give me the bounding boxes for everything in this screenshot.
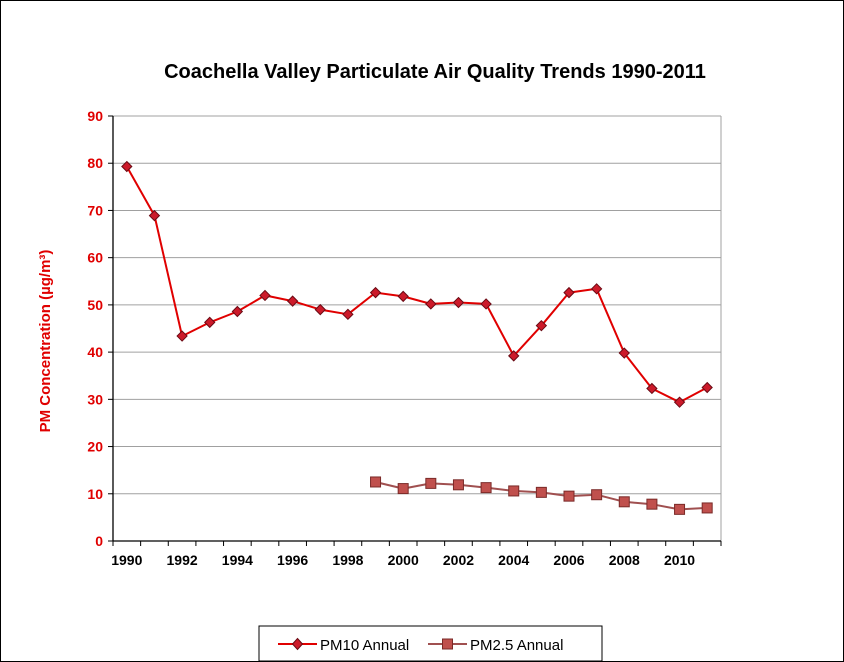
- data-point-pm10: [508, 350, 520, 362]
- y-axis-label: PM Concentration (µg/m³): [37, 250, 54, 433]
- plot-area: [113, 116, 721, 541]
- legend-pm25-marker: [442, 638, 453, 650]
- y-tick-label: 10: [87, 486, 103, 502]
- y-tick-label: 90: [87, 108, 103, 124]
- data-point-pm10: [314, 303, 326, 316]
- chart-title: Coachella Valley Particulate Air Quality…: [164, 61, 706, 83]
- data-point-pm10: [452, 296, 465, 309]
- data-point-pm10: [673, 396, 686, 408]
- data-point-pm10: [646, 382, 658, 395]
- gridlines: [113, 115, 722, 541]
- data-point-pm10: [148, 209, 161, 222]
- y-tick-label: 70: [87, 202, 103, 218]
- data-point-pm25: [397, 483, 409, 495]
- legend-pm10-label: PM10 Annual: [320, 637, 409, 654]
- x-tick-label: 1992: [167, 552, 198, 568]
- legend: PM10 Annual PM2.5 Annual: [258, 625, 603, 662]
- legend-pm25-label: PM2.5 Annual: [470, 637, 563, 654]
- data-point-pm10: [204, 316, 216, 329]
- series-pm10: [121, 160, 713, 408]
- data-point-pm10: [342, 308, 354, 321]
- series-layer: [121, 160, 713, 515]
- data-point-pm25: [508, 485, 520, 497]
- x-tick-label: 1990: [111, 552, 142, 568]
- axes: [112, 116, 721, 542]
- data-point-pm10: [563, 286, 575, 299]
- data-point-pm10: [121, 160, 133, 173]
- y-tick-label: 30: [87, 391, 103, 407]
- x-tick-label: 1996: [277, 552, 308, 568]
- data-point-pm25: [674, 503, 686, 515]
- data-point-pm25: [563, 490, 575, 502]
- data-point-pm25: [618, 496, 630, 508]
- x-tick-label: 2008: [609, 552, 640, 568]
- data-point-pm10: [535, 319, 548, 332]
- data-point-pm10: [369, 286, 382, 299]
- data-point-pm10: [590, 283, 603, 295]
- x-tick-label: 1998: [332, 552, 363, 568]
- data-point-pm10: [231, 305, 244, 318]
- y-tick-label: 80: [87, 155, 103, 171]
- data-point-pm25: [701, 502, 713, 514]
- data-point-pm10: [397, 290, 409, 303]
- data-point-pm10: [701, 381, 713, 394]
- series-pm25: [370, 476, 713, 515]
- data-point-pm10: [480, 298, 492, 310]
- y-axis-ticks: 0 10 20 30 40 50 60 70 80 90: [87, 108, 113, 549]
- data-point-pm10: [176, 330, 188, 342]
- y-tick-label: 60: [87, 250, 103, 266]
- y-tick-label: 0: [95, 533, 103, 549]
- data-point-pm25: [425, 477, 437, 489]
- data-point-pm25: [646, 498, 658, 510]
- data-point-pm10: [286, 295, 299, 307]
- data-point-pm10: [259, 289, 271, 302]
- legend-pm10-marker: [291, 637, 304, 651]
- data-point-pm10: [425, 298, 437, 310]
- x-tick-label: 2000: [388, 552, 419, 568]
- data-point-pm25: [452, 479, 464, 491]
- data-point-pm25: [480, 482, 492, 494]
- y-tick-label: 20: [87, 439, 103, 455]
- x-tick-label: 1994: [222, 552, 253, 568]
- data-point-pm25: [591, 489, 603, 501]
- data-point-pm25: [370, 476, 382, 488]
- x-tick-label: 2002: [443, 552, 474, 568]
- x-tick-label: 2006: [553, 552, 584, 568]
- x-tick-label: 2010: [664, 552, 695, 568]
- data-point-pm25: [535, 486, 547, 498]
- data-point-pm10: [618, 347, 630, 359]
- x-axis-ticks: 1990 1992 1994 1996 1998 2000 2002 2004 2006 2008…: [111, 541, 722, 568]
- y-tick-label: 40: [87, 344, 103, 360]
- y-tick-label: 50: [87, 297, 103, 313]
- series-line-pm10: [125, 166, 708, 404]
- x-tick-label: 2004: [498, 552, 529, 568]
